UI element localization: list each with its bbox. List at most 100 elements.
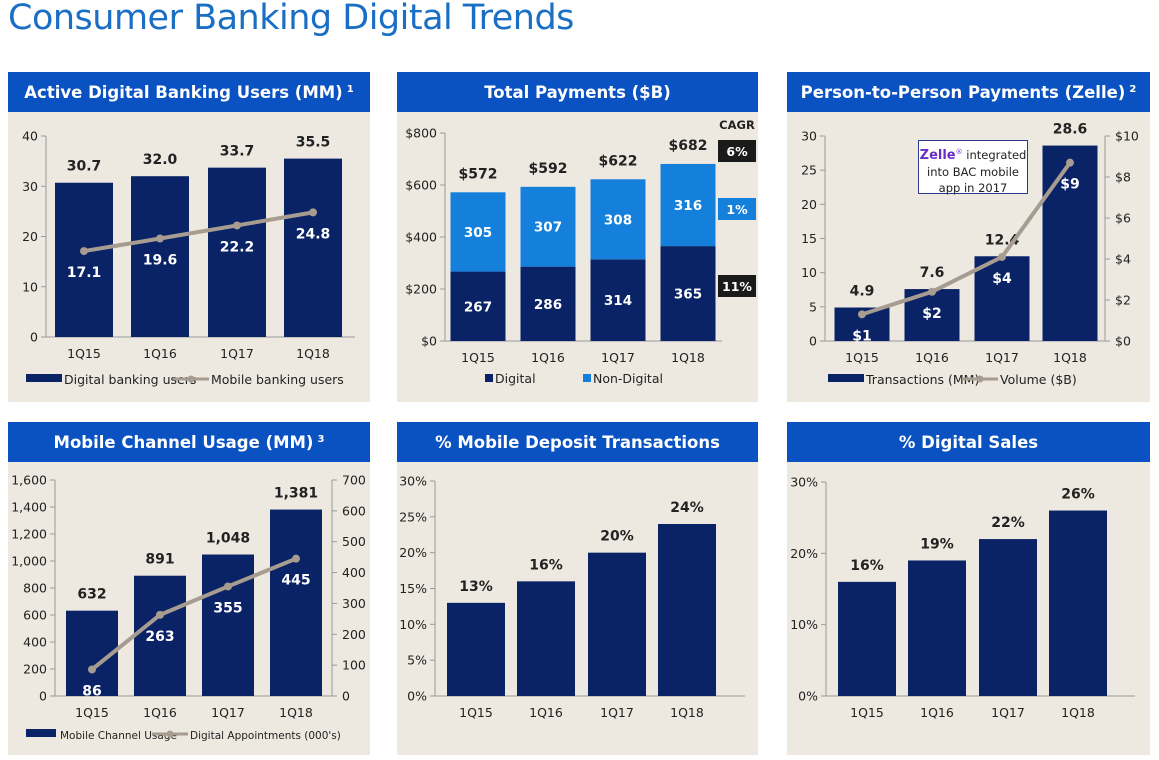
zelle-logo: Zelle — [919, 147, 956, 163]
x-tick-label: 1Q17 — [600, 705, 634, 720]
legend-label: Digital banking users — [64, 372, 196, 387]
line-value-label: $9 — [1060, 177, 1079, 193]
y-tick-label: $400 — [405, 230, 437, 245]
data-label: 314 — [604, 293, 632, 309]
x-tick-label: 1Q16 — [531, 350, 565, 365]
line-point — [233, 221, 241, 230]
bar — [517, 581, 575, 696]
bar — [979, 539, 1037, 696]
line-value-label: $4 — [992, 271, 1012, 287]
panel-header: % Mobile Deposit Transactions — [397, 422, 758, 462]
bar-value-label: 7.6 — [920, 265, 945, 281]
y-tick-label: 10 — [801, 265, 817, 280]
cagr-box — [718, 198, 756, 220]
bar-value-label: 24% — [670, 500, 704, 516]
bar-value-label: 632 — [77, 587, 106, 603]
y-tick-label: 5% — [407, 653, 427, 668]
line-value-label: 17.1 — [67, 265, 102, 281]
y-tick-label: 30% — [790, 475, 818, 490]
legend-swatch — [583, 374, 591, 382]
bar-value-label: 30.7 — [67, 159, 102, 175]
bar — [55, 182, 113, 337]
x-tick-label: 1Q16 — [920, 705, 954, 720]
legend-swatch — [828, 374, 864, 382]
bar-value-label: 13% — [459, 579, 493, 595]
y-tick-label: 30% — [399, 474, 427, 489]
panel-header: Total Payments ($B) — [397, 72, 758, 112]
legend-marker — [976, 375, 984, 383]
bar — [974, 256, 1030, 341]
bar-value-label: 16% — [529, 557, 563, 573]
cagr-value: 6% — [726, 144, 748, 159]
legend-label: Volume ($B) — [1000, 372, 1077, 387]
total-label: $572 — [459, 166, 498, 182]
y-tick-label: 400 — [23, 635, 47, 650]
line-point — [998, 252, 1006, 261]
x-tick-label: 1Q16 — [915, 350, 949, 365]
line-point — [858, 310, 866, 319]
y-tick-label: 0 — [39, 689, 47, 704]
y-tick-label: $0 — [421, 334, 437, 349]
y-tick-label: 0 — [809, 334, 817, 349]
y-tick-label: 200 — [23, 662, 47, 677]
y2-tick-label: $4 — [1115, 252, 1131, 267]
y-tick-label: $600 — [405, 178, 437, 193]
bar — [134, 575, 186, 696]
bar-value-label: 33.7 — [220, 144, 255, 160]
panel-header: Person-to-Person Payments (Zelle) 2 — [787, 72, 1150, 112]
y-tick-label: 1,600 — [11, 473, 47, 488]
y-tick-label: $200 — [405, 282, 437, 297]
bar-value-label: 32.0 — [143, 152, 178, 168]
bar — [284, 158, 342, 337]
x-tick-label: 1Q15 — [850, 705, 884, 720]
x-tick-label: 1Q15 — [459, 705, 493, 720]
line-series — [83, 210, 314, 254]
data-label: 305 — [464, 225, 492, 241]
line-point — [928, 287, 936, 296]
x-tick-label: 1Q15 — [67, 346, 101, 361]
y2-tick-label: 0 — [342, 689, 350, 704]
line-value-label: 19.6 — [143, 253, 178, 269]
total-label: $592 — [529, 161, 568, 177]
cagr-header: CAGR — [719, 118, 755, 132]
line-point — [292, 554, 300, 563]
x-tick-label: 1Q16 — [143, 705, 177, 720]
x-tick-label: 1Q15 — [75, 705, 109, 720]
bar-non-digital — [660, 163, 716, 247]
y-tick-label: 1,000 — [11, 554, 47, 569]
y2-tick-label: 300 — [342, 596, 366, 611]
y-tick-label: 20 — [801, 197, 817, 212]
x-tick-label: 1Q18 — [296, 346, 330, 361]
y-tick-label: 0 — [30, 330, 38, 345]
bar-value-label: 26% — [1061, 487, 1095, 503]
y-tick-label: $800 — [405, 126, 437, 141]
line-value-label: 355 — [213, 600, 242, 616]
data-label: 316 — [674, 198, 702, 214]
x-tick-label: 1Q16 — [529, 705, 563, 720]
y-tick-label: 15% — [399, 581, 427, 596]
y2-tick-label: 600 — [342, 503, 366, 518]
data-label: 308 — [604, 212, 632, 228]
bar-value-label: 28.6 — [1053, 122, 1088, 138]
y-tick-label: 10% — [399, 617, 427, 632]
line-value-label: 24.8 — [296, 226, 331, 242]
bar-digital — [660, 246, 716, 341]
bar-value-label: 16% — [850, 558, 884, 574]
line-point — [156, 234, 164, 243]
y-tick-label: 10% — [790, 617, 818, 632]
y2-tick-label: $0 — [1115, 334, 1131, 349]
cagr-box — [718, 275, 756, 297]
x-tick-label: 1Q15 — [461, 350, 495, 365]
y-tick-label: 30 — [801, 129, 817, 144]
cagr-value: 11% — [722, 279, 752, 294]
y-tick-label: 30 — [22, 179, 38, 194]
x-tick-label: 1Q16 — [143, 346, 177, 361]
line-point — [224, 582, 232, 591]
x-tick-label: 1Q18 — [1053, 350, 1087, 365]
line-value-label: 86 — [82, 683, 101, 699]
bar — [202, 554, 254, 696]
bar — [208, 167, 266, 337]
data-label: 365 — [674, 287, 702, 303]
y2-tick-label: $8 — [1115, 170, 1131, 185]
legend-swatch — [485, 374, 493, 382]
